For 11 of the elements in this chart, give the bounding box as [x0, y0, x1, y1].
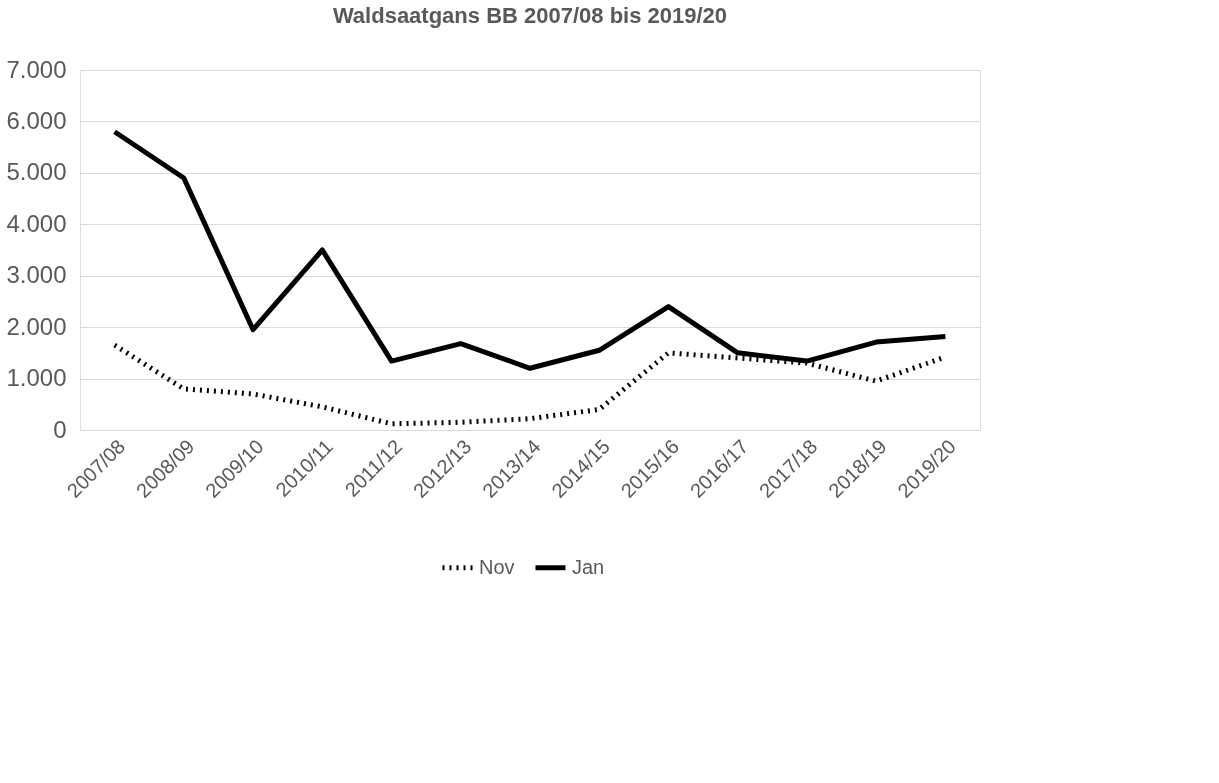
- y-tick-label: 7.000: [6, 55, 67, 83]
- y-tick-label: 6.000: [6, 106, 67, 134]
- legend-label: Nov: [479, 555, 515, 578]
- y-tick-label: 5.000: [6, 158, 67, 186]
- legend-label: Jan: [572, 555, 605, 578]
- y-tick-label: 0: [53, 415, 67, 443]
- chart-title: Waldsaatgans BB 2007/08 bis 2019/20: [332, 3, 728, 28]
- y-tick-label: 1.000: [6, 364, 67, 392]
- y-tick-label: 4.000: [6, 209, 67, 237]
- y-tick-label: 3.000: [6, 261, 67, 289]
- y-tick-label: 2.000: [6, 312, 67, 340]
